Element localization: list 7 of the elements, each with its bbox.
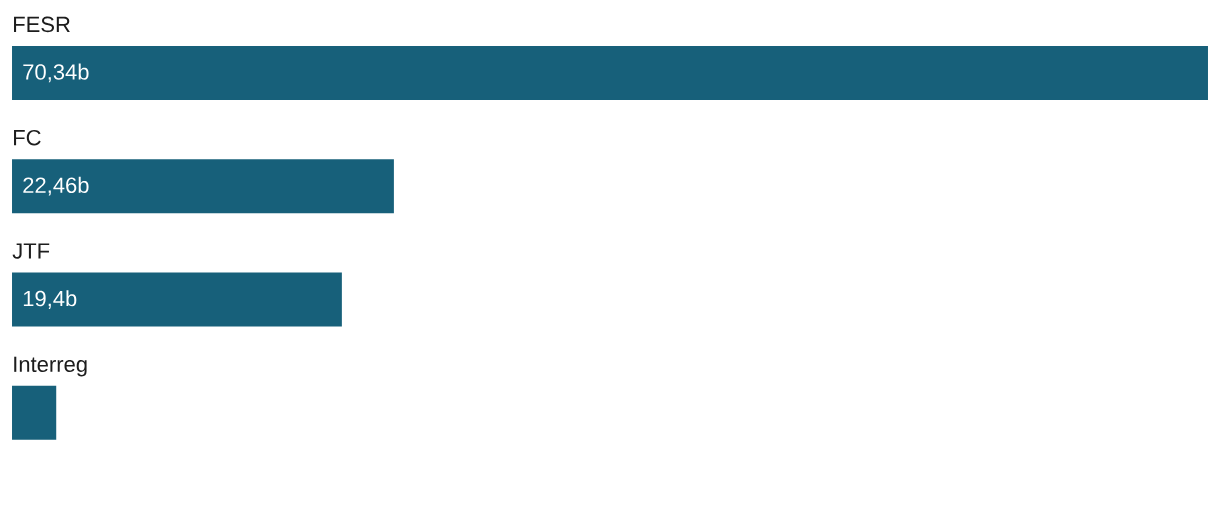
y-tick-label: JTF <box>12 243 50 259</box>
data-label: 19,4b <box>23 290 77 309</box>
y-tick-label: FC <box>14 129 41 146</box>
data-label: 22,46b <box>23 176 89 196</box>
data-label: 70,34b <box>23 63 89 83</box>
y-tick-label: FESR <box>14 16 70 33</box>
y-tick-label: Interreg <box>14 356 87 377</box>
